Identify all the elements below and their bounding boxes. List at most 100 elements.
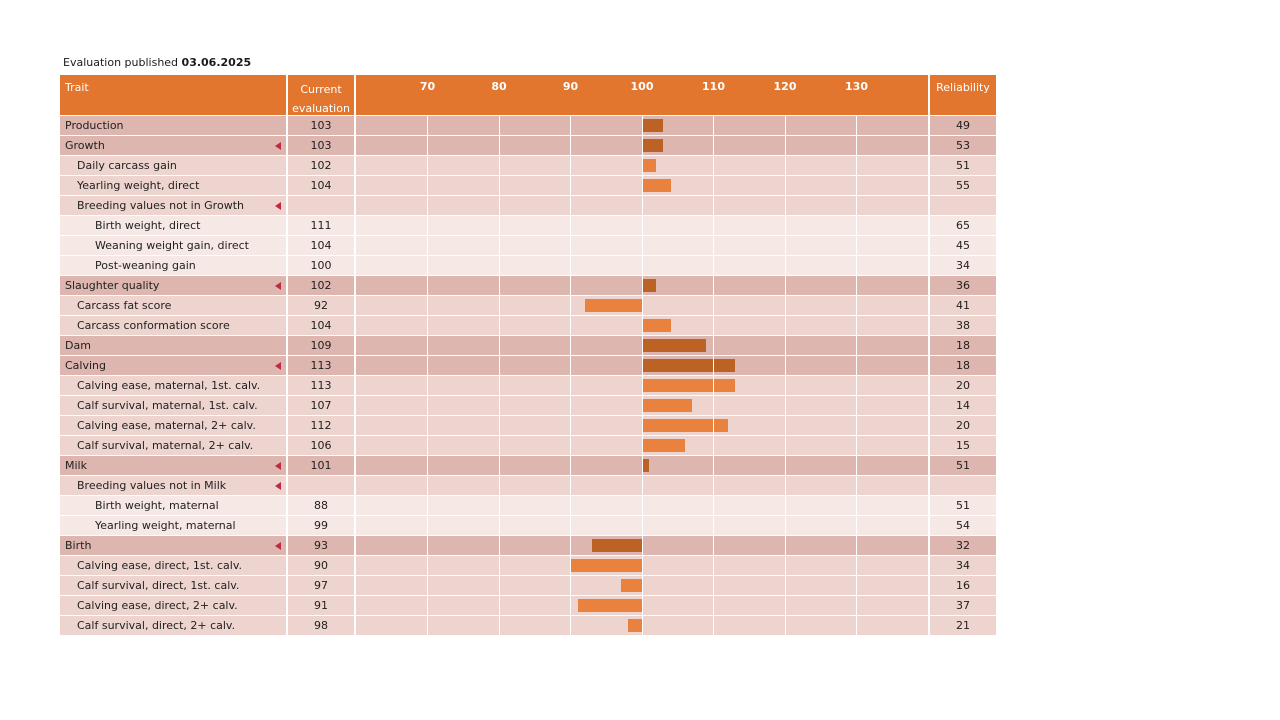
- evaluation-value: 107: [288, 396, 354, 415]
- chart-gridline: [570, 436, 571, 455]
- reliability-value: 20: [930, 416, 996, 435]
- chart-gridline: [427, 596, 428, 615]
- chart-gridline: [498, 476, 500, 495]
- trait-label: Post-weaning gain: [95, 259, 196, 272]
- chart-gridline: [498, 456, 500, 475]
- chart-gridline: [641, 436, 643, 455]
- axis-tick-label: 90: [562, 80, 579, 93]
- table-row: Breeding values not in Growth: [60, 196, 1000, 215]
- axis-tick-label: 80: [491, 80, 507, 93]
- trait-label: Calving ease, direct, 1st. calv.: [77, 559, 242, 572]
- table-row: Growth 103 53: [60, 136, 1000, 155]
- chart-gridline: [784, 336, 786, 355]
- reliability-value: 38: [930, 316, 996, 335]
- trait-label: Calving ease, direct, 2+ calv.: [77, 599, 238, 612]
- chart-gridline: [570, 396, 571, 415]
- evaluation-value: 102: [288, 276, 354, 295]
- trait-cell: Calving ease, direct, 2+ calv.: [60, 596, 286, 615]
- chart-cell: [356, 516, 928, 535]
- trait-cell: Production: [60, 116, 286, 135]
- collapse-arrow-icon[interactable]: [275, 482, 281, 490]
- evaluation-bar: [642, 459, 650, 472]
- table-row: Milk 101 51: [60, 456, 1000, 475]
- chart-gridline: [784, 156, 786, 175]
- chart-gridline: [427, 336, 428, 355]
- chart-gridline: [570, 376, 571, 395]
- chart-gridline: [498, 436, 500, 455]
- reliability-value: 32: [930, 536, 996, 555]
- chart-gridline: [498, 196, 500, 215]
- trait-cell: Birth: [60, 536, 286, 555]
- trait-label: Production: [65, 119, 124, 132]
- evaluation-value: 92: [288, 296, 354, 315]
- table-row: Post-weaning gain 100 34: [60, 256, 1000, 275]
- evaluation-bar: [642, 379, 735, 392]
- chart-gridline: [498, 276, 500, 295]
- chart-gridline: [856, 516, 857, 535]
- chart-gridline: [570, 556, 571, 575]
- trait-cell: Calf survival, maternal, 2+ calv.: [60, 436, 286, 455]
- trait-cell: Calf survival, direct, 1st. calv.: [60, 576, 286, 595]
- chart-gridline: [641, 496, 643, 515]
- chart-gridline: [498, 356, 500, 375]
- reliability-value: 20: [930, 376, 996, 395]
- trait-cell: Calving ease, direct, 1st. calv.: [60, 556, 286, 575]
- chart-gridline: [856, 116, 857, 135]
- chart-gridline: [856, 396, 857, 415]
- collapse-arrow-icon[interactable]: [275, 462, 281, 470]
- evaluation-value: 103: [288, 136, 354, 155]
- chart-gridline: [784, 116, 786, 135]
- evaluation-bar: [642, 359, 735, 372]
- table-row: Calving 113 18: [60, 356, 1000, 375]
- chart-gridline: [427, 436, 428, 455]
- trait-label: Weaning weight gain, direct: [95, 239, 249, 252]
- chart-gridline: [856, 196, 857, 215]
- trait-label: Slaughter quality: [65, 279, 160, 292]
- chart-gridline: [498, 576, 500, 595]
- reliability-value: 36: [930, 276, 996, 295]
- chart-cell: [356, 556, 928, 575]
- chart-cell: [356, 476, 928, 495]
- chart-gridline: [641, 616, 643, 635]
- trait-label: Dam: [65, 339, 91, 352]
- table-row: Carcass fat score 92 41: [60, 296, 1000, 315]
- table-row: Calf survival, direct, 1st. calv. 97 16: [60, 576, 1000, 595]
- chart-gridline: [713, 576, 714, 595]
- chart-gridline: [498, 256, 500, 275]
- collapse-arrow-icon[interactable]: [275, 542, 281, 550]
- collapse-arrow-icon[interactable]: [275, 202, 281, 210]
- chart-gridline: [427, 176, 428, 195]
- collapse-arrow-icon[interactable]: [275, 282, 281, 290]
- chart-gridline: [856, 276, 857, 295]
- trait-label: Breeding values not in Growth: [77, 199, 244, 212]
- trait-label: Breeding values not in Milk: [77, 479, 227, 492]
- chart-gridline: [570, 476, 571, 495]
- reliability-value: 34: [930, 256, 996, 275]
- chart-gridline: [498, 616, 500, 635]
- chart-gridline: [856, 596, 857, 615]
- chart-gridline: [713, 156, 714, 175]
- chart-gridline: [570, 316, 571, 335]
- trait-cell: Milk: [60, 456, 286, 475]
- trait-cell: Calf survival, maternal, 1st. calv.: [60, 396, 286, 415]
- evaluation-value: 103: [288, 116, 354, 135]
- evaluation-value: 104: [288, 316, 354, 335]
- chart-cell: [356, 416, 928, 435]
- evaluation-bar: [570, 559, 642, 572]
- chart-gridline: [498, 596, 500, 615]
- table-row: Birth weight, maternal 88 51: [60, 496, 1000, 515]
- chart-gridline: [713, 216, 714, 235]
- evaluation-bar: [627, 619, 642, 632]
- collapse-arrow-icon[interactable]: [275, 362, 281, 370]
- axis-tick-label: 70: [419, 80, 436, 93]
- chart-gridline: [856, 176, 857, 195]
- trait-label: Daily carcass gain: [77, 159, 177, 172]
- reliability-value: [930, 196, 996, 215]
- chart-gridline: [784, 236, 786, 255]
- trait-label: Carcass conformation score: [77, 319, 230, 332]
- chart-gridline: [856, 456, 857, 475]
- collapse-arrow-icon[interactable]: [275, 142, 281, 150]
- chart-cell: [356, 616, 928, 635]
- table-row: Dam 109 18: [60, 336, 1000, 355]
- table-row: Birth 93 32: [60, 536, 1000, 555]
